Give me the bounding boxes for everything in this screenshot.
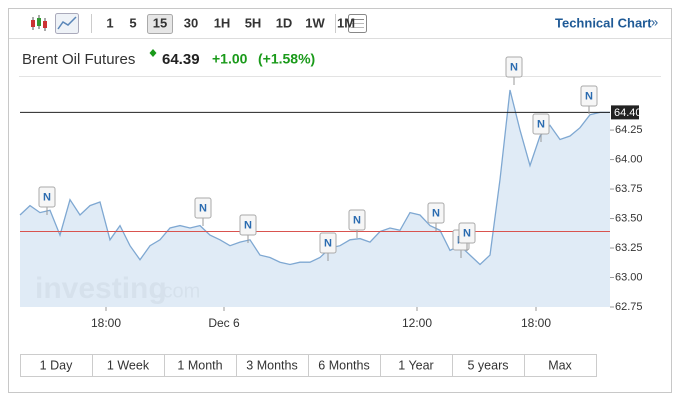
interval-button[interactable]: 15 bbox=[153, 15, 167, 30]
range-label[interactable]: 1 Month bbox=[177, 358, 222, 372]
news-marker[interactable] bbox=[505, 56, 523, 78]
range-label[interactable]: 1 Day bbox=[40, 358, 73, 372]
range-label[interactable]: 1 Year bbox=[398, 358, 433, 372]
interval-button[interactable]: 1H bbox=[214, 15, 231, 30]
news-marker-label: N bbox=[510, 61, 518, 73]
y-tick-label: 63.75 bbox=[615, 183, 643, 195]
news-marker-label: N bbox=[353, 214, 361, 226]
candle-icon[interactable] bbox=[31, 15, 47, 31]
y-tick-label: 63.25 bbox=[615, 242, 643, 254]
y-tick-label: 63.50 bbox=[615, 212, 643, 224]
range-label[interactable]: 6 Months bbox=[318, 358, 369, 372]
interval-button[interactable]: 30 bbox=[184, 15, 198, 30]
y-tick-label: 62.75 bbox=[615, 301, 643, 313]
y-tick-label: 64.25 bbox=[615, 124, 643, 136]
range-button[interactable] bbox=[524, 354, 597, 377]
instrument-title: Brent Oil Futures bbox=[22, 51, 135, 68]
news-marker[interactable] bbox=[427, 202, 445, 224]
last-price-tag bbox=[611, 105, 639, 120]
news-marker[interactable] bbox=[532, 113, 550, 135]
interval-button[interactable]: 5H bbox=[245, 15, 262, 30]
up-indicator bbox=[149, 49, 157, 57]
interval-button[interactable]: 1 bbox=[106, 15, 113, 30]
x-tick-label: 18:00 bbox=[91, 316, 121, 330]
x-tick-label: 18:00 bbox=[521, 316, 551, 330]
news-marker-label: N bbox=[585, 90, 593, 102]
area-icon[interactable] bbox=[55, 13, 79, 34]
range-label[interactable]: 5 years bbox=[468, 358, 509, 372]
range-label[interactable]: 3 Months bbox=[246, 358, 297, 372]
news-marker-label: N bbox=[463, 227, 471, 239]
x-tick-label: 12:00 bbox=[402, 316, 432, 330]
technical-chart-link[interactable]: Technical Chart bbox=[555, 15, 652, 30]
news-marker[interactable] bbox=[319, 232, 337, 254]
x-tick-label: Dec 6 bbox=[208, 316, 240, 330]
news-marker-label: N bbox=[432, 207, 440, 219]
area-fill bbox=[20, 90, 610, 307]
active-interval-bg bbox=[147, 14, 173, 34]
interval-button[interactable]: 1M bbox=[337, 15, 355, 30]
change: +1.00 bbox=[212, 51, 248, 67]
link-arrow[interactable]: » bbox=[651, 14, 658, 29]
news-marker[interactable] bbox=[458, 222, 476, 244]
news-marker[interactable] bbox=[348, 209, 366, 231]
interval-button[interactable]: 1D bbox=[276, 15, 293, 30]
news-marker[interactable] bbox=[239, 214, 257, 236]
change-percent: (+1.58%) bbox=[258, 51, 315, 67]
last-price-label: 64.40 bbox=[614, 107, 642, 119]
news-marker-label: N bbox=[537, 118, 545, 130]
settings-icon[interactable] bbox=[348, 14, 367, 33]
news-marker[interactable] bbox=[194, 197, 212, 219]
price: 64.39 bbox=[162, 51, 200, 68]
range-label[interactable]: 1 Week bbox=[107, 358, 150, 372]
news-marker-label: N bbox=[43, 191, 51, 203]
interval-button[interactable]: 5 bbox=[129, 15, 136, 30]
news-marker-label: N bbox=[244, 219, 252, 231]
interval-button[interactable]: 1W bbox=[305, 15, 325, 30]
news-marker[interactable] bbox=[580, 85, 598, 107]
news-marker-label: N bbox=[324, 237, 332, 249]
range-label[interactable]: Max bbox=[548, 358, 572, 372]
news-marker[interactable] bbox=[38, 186, 56, 208]
news-marker-label: N bbox=[199, 202, 207, 214]
y-tick-label: 63.00 bbox=[615, 271, 643, 283]
y-tick-label: 64.00 bbox=[615, 153, 643, 165]
price-line bbox=[19, 89, 610, 266]
